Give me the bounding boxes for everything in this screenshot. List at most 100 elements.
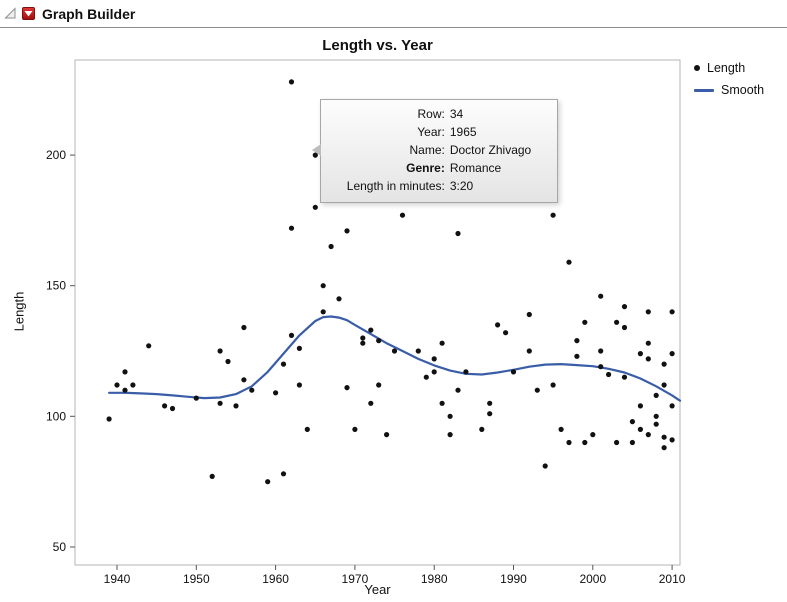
data-point[interactable] [225, 358, 231, 365]
data-point[interactable] [431, 369, 437, 375]
data-point[interactable] [582, 439, 588, 446]
data-point[interactable] [384, 432, 390, 438]
data-point[interactable] [296, 345, 302, 351]
data-point[interactable] [106, 416, 112, 422]
data-point[interactable] [621, 374, 628, 380]
data-point[interactable] [288, 225, 295, 231]
data-point[interactable] [447, 432, 453, 438]
data-point[interactable] [645, 309, 651, 315]
data-point[interactable] [669, 351, 675, 357]
data-point[interactable] [606, 371, 612, 378]
data-point[interactable] [233, 403, 239, 409]
data-point[interactable] [661, 434, 667, 440]
data-point[interactable] [566, 259, 572, 265]
data-point[interactable] [669, 403, 675, 409]
data-point[interactable] [614, 319, 620, 325]
data-point[interactable] [391, 348, 398, 354]
data-point[interactable] [566, 439, 572, 446]
data-point[interactable] [637, 426, 644, 432]
data-point[interactable] [645, 432, 651, 438]
data-point[interactable] [280, 361, 287, 367]
data-point[interactable] [399, 212, 406, 218]
data-point[interactable] [637, 403, 644, 409]
data-point[interactable] [463, 369, 469, 375]
data-point[interactable] [217, 348, 223, 354]
data-point[interactable] [574, 353, 580, 359]
data-point[interactable] [265, 479, 271, 485]
data-point[interactable] [336, 296, 342, 302]
data-point[interactable] [558, 426, 564, 432]
data-point[interactable] [629, 439, 636, 446]
data-point[interactable] [122, 369, 128, 375]
data-point[interactable] [487, 400, 493, 406]
data-point[interactable] [637, 351, 644, 357]
data-point[interactable] [169, 405, 176, 412]
data-point[interactable] [582, 319, 588, 325]
data-point[interactable] [598, 348, 604, 354]
data-point[interactable] [368, 400, 374, 406]
data-point[interactable] [550, 212, 556, 218]
data-point[interactable] [645, 356, 651, 362]
data-point[interactable] [288, 79, 295, 85]
data-point[interactable] [280, 471, 287, 477]
data-point[interactable] [447, 413, 453, 419]
data-point[interactable] [217, 400, 223, 406]
data-point[interactable] [598, 364, 604, 370]
data-point[interactable] [328, 243, 334, 250]
data-point[interactable] [479, 426, 485, 432]
data-point[interactable] [273, 390, 279, 396]
data-point[interactable] [455, 230, 461, 237]
data-point[interactable] [360, 335, 366, 341]
data-point[interactable] [439, 340, 445, 346]
data-point[interactable] [526, 311, 532, 318]
data-point[interactable] [629, 419, 636, 425]
data-point[interactable] [146, 343, 152, 349]
data-point[interactable] [122, 387, 128, 393]
data-point[interactable] [645, 340, 651, 346]
data-point[interactable] [495, 322, 501, 328]
data-point[interactable] [368, 327, 374, 333]
data-point[interactable] [360, 340, 366, 346]
data-point[interactable] [439, 400, 445, 406]
data-point[interactable] [669, 309, 675, 315]
data-point[interactable] [352, 426, 358, 432]
data-point[interactable] [114, 382, 120, 388]
data-point[interactable] [320, 309, 326, 315]
data-point[interactable] [621, 304, 628, 310]
data-point[interactable] [312, 204, 318, 210]
data-point[interactable] [590, 432, 596, 438]
data-point[interactable] [431, 356, 437, 362]
data-point[interactable] [376, 338, 382, 344]
data-point[interactable] [423, 374, 429, 380]
data-point[interactable] [209, 473, 215, 479]
data-point[interactable] [455, 387, 461, 393]
legend-item-smooth[interactable]: Smooth [694, 83, 764, 97]
data-point[interactable] [653, 413, 659, 419]
data-point[interactable] [296, 382, 302, 388]
data-point[interactable] [241, 377, 247, 383]
data-point[interactable] [487, 411, 493, 417]
data-point[interactable] [669, 437, 675, 443]
data-point[interactable] [661, 382, 667, 388]
data-point[interactable] [130, 382, 136, 388]
data-point[interactable] [162, 403, 168, 409]
data-point[interactable] [344, 385, 350, 391]
data-point[interactable] [598, 293, 604, 299]
data-point[interactable] [550, 382, 556, 388]
disclosure-triangle-icon[interactable] [4, 7, 17, 20]
data-point[interactable] [534, 387, 540, 393]
data-point[interactable] [574, 338, 580, 344]
data-point[interactable] [653, 421, 659, 427]
data-point[interactable] [661, 445, 667, 451]
data-point[interactable] [542, 463, 548, 469]
data-point[interactable] [304, 426, 310, 432]
data-point[interactable] [241, 324, 247, 331]
data-point[interactable] [344, 228, 350, 234]
data-point[interactable] [653, 392, 659, 398]
data-point[interactable] [288, 332, 295, 338]
data-point[interactable] [376, 382, 382, 388]
data-point[interactable] [614, 439, 620, 446]
data-point[interactable] [510, 369, 517, 375]
data-point[interactable] [621, 324, 628, 331]
